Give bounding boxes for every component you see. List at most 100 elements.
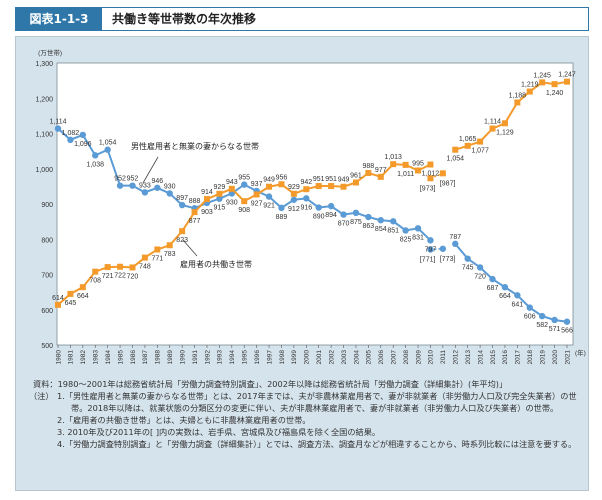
x-tick-label: 2007	[390, 350, 397, 365]
data-point	[117, 263, 124, 270]
x-tick-label: 2009	[415, 350, 422, 365]
bracketed-point	[427, 175, 434, 182]
data-point	[489, 125, 496, 132]
x-tick-label: 2011	[440, 350, 447, 364]
x-tick-label: 1991	[192, 350, 199, 365]
data-label: 949	[338, 177, 350, 184]
data-point	[166, 242, 173, 249]
x-tick-label: 1980	[55, 350, 62, 365]
data-point	[352, 209, 360, 217]
y-tick-label: 900	[41, 202, 53, 209]
data-point	[79, 284, 86, 291]
data-label: 937	[251, 181, 263, 188]
data-point	[191, 209, 198, 216]
data-point	[539, 79, 546, 86]
data-label: 951	[313, 176, 325, 183]
y-tick-label: 1,100	[35, 132, 53, 139]
data-label: 889	[276, 214, 288, 221]
x-tick-label: 2008	[403, 350, 410, 365]
x-tick-label: 1989	[167, 350, 174, 365]
data-label: 897	[176, 195, 188, 202]
data-point	[564, 78, 570, 85]
x-tick-label: 1990	[179, 350, 186, 365]
data-point	[340, 211, 347, 218]
data-label: 894	[325, 212, 337, 219]
data-point	[551, 81, 558, 88]
data-label: 1,240	[546, 90, 564, 97]
x-tick-label: 1996	[254, 350, 261, 365]
data-label: 914	[201, 189, 213, 196]
data-point	[92, 268, 99, 275]
data-point	[452, 146, 459, 153]
data-point	[203, 196, 210, 203]
x-tick-label: 2021	[564, 350, 571, 365]
figure-label: 図表1-1-3	[16, 8, 102, 30]
data-label: 854	[375, 226, 387, 233]
data-label: 797	[425, 246, 437, 253]
data-point	[427, 161, 434, 168]
data-point	[154, 246, 161, 253]
bracketed-label: [771]	[420, 256, 436, 263]
x-tick-label: 2004	[353, 350, 360, 365]
x-tick-label: 2013	[465, 350, 472, 365]
data-label: 823	[176, 237, 188, 244]
note-3: 3. 2010年及び2011年の[ ]内の実数は、岩手県、宮城県及び福島県を除く…	[57, 427, 381, 437]
data-label: 915	[214, 205, 226, 212]
data-point	[55, 301, 61, 308]
data-label: 877	[189, 218, 201, 225]
data-label: 863	[363, 223, 375, 230]
data-label: 1,129	[496, 129, 514, 136]
data-label: 1,114	[50, 119, 67, 126]
data-label: 1,219	[521, 82, 539, 89]
data-point	[551, 316, 558, 324]
data-label: 875	[350, 219, 362, 226]
data-label: 903	[201, 209, 213, 216]
data-label: 687	[487, 285, 499, 292]
data-point	[377, 173, 384, 180]
x-tick-label: 1994	[229, 350, 236, 365]
x-tick-label: 1988	[155, 350, 162, 365]
data-point	[266, 183, 273, 190]
data-label: 1,054	[447, 156, 465, 163]
data-point	[501, 120, 508, 127]
x-tick-label: 2006	[378, 350, 385, 365]
x-tick-label: 1992	[204, 350, 211, 365]
data-label: 831	[412, 234, 424, 241]
data-label: 745	[462, 265, 474, 272]
x-tick-label: 2010	[428, 350, 435, 365]
data-point	[178, 201, 186, 209]
data-label: 888	[189, 198, 201, 205]
x-tick-label: 1982	[80, 350, 87, 365]
data-point	[328, 183, 335, 190]
data-label: 645	[65, 300, 77, 307]
data-label: 582	[536, 322, 548, 329]
data-label: 664	[77, 293, 89, 300]
x-tick-label: 1997	[266, 350, 273, 365]
data-point	[303, 186, 310, 193]
data-label: 720	[474, 273, 486, 280]
data-point	[216, 195, 223, 202]
data-point	[67, 290, 74, 297]
data-label: 912	[288, 206, 300, 213]
x-tick-label: 2005	[366, 350, 373, 365]
note-2: 2.「雇用者の共働き世帯」とは、夫婦ともに非農林業雇用者の世帯。	[57, 415, 311, 425]
bracketed-point	[427, 246, 434, 253]
data-label: 933	[139, 182, 151, 189]
data-label: 908	[238, 207, 250, 214]
data-label: 721	[102, 273, 114, 280]
y-tick-label: 1,300	[35, 61, 53, 68]
data-label: 949	[263, 177, 275, 184]
data-label: 943	[226, 179, 238, 186]
data-label: 1,011	[397, 171, 414, 178]
data-point	[154, 184, 161, 191]
data-label: 870	[338, 221, 350, 228]
data-label: 995	[412, 161, 424, 168]
data-point	[166, 190, 173, 197]
y-tick-label: 700	[41, 273, 53, 280]
data-label: 1,114	[484, 119, 501, 126]
x-tick-label: 2014	[477, 350, 484, 365]
data-label: 1,077	[471, 148, 489, 155]
data-point	[526, 304, 533, 311]
data-point	[415, 167, 422, 174]
y-axis-label: (万世帯)	[38, 48, 62, 57]
